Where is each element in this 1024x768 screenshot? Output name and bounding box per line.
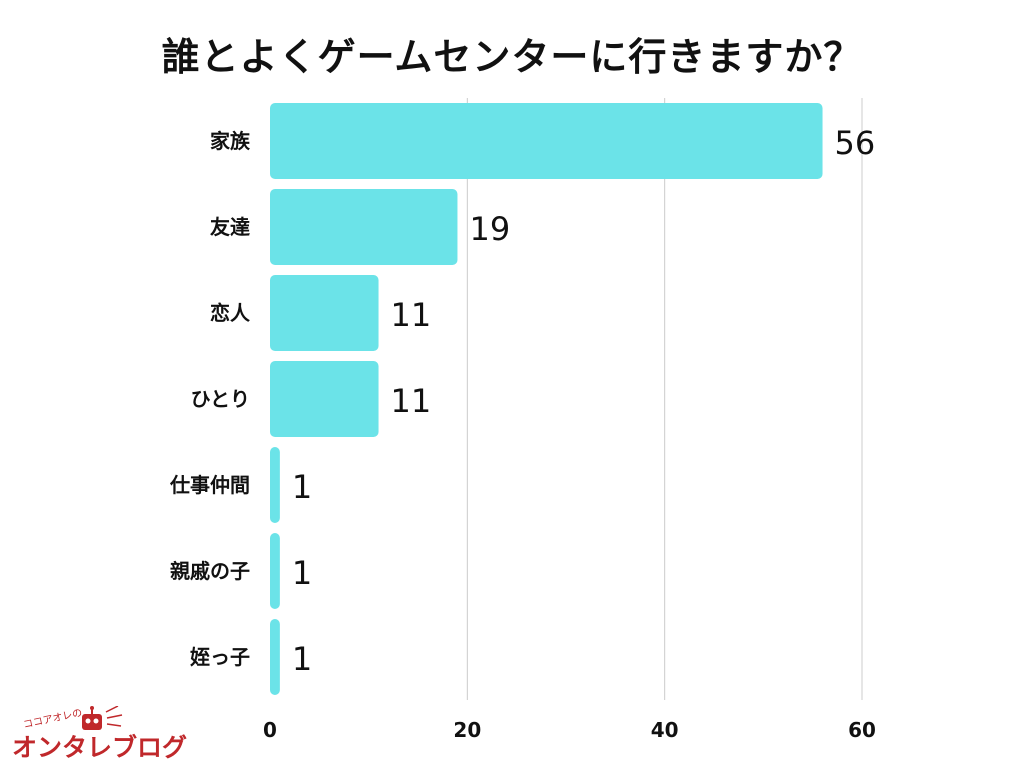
chart-title: 誰とよくゲームセンターに行きますか？ (161, 35, 863, 79)
value-label-5: 1 (292, 554, 312, 592)
logo-small-text: ココアオレの (22, 707, 83, 731)
category-label-4: 仕事仲間 (169, 473, 250, 497)
bar-4 (270, 447, 280, 523)
bar-0 (270, 103, 823, 179)
x-tick-label-40: 40 (651, 718, 679, 742)
value-label-3: 11 (391, 382, 432, 420)
onkare-blog-logo: ココアオレの オンタレブログ (12, 706, 187, 762)
logo-robot-icon (82, 706, 123, 730)
bar-2 (270, 275, 379, 351)
bar-1 (270, 189, 458, 265)
category-label-0: 家族 (210, 129, 251, 153)
value-label-4: 1 (292, 468, 312, 506)
value-label-2: 11 (391, 296, 432, 334)
value-label-6: 1 (292, 640, 312, 678)
category-label-1: 友達 (210, 215, 250, 239)
value-label-0: 56 (835, 124, 876, 162)
category-label-3: ひとり (191, 387, 250, 411)
category-label-6: 姪っ子 (190, 645, 250, 669)
bar-6 (270, 619, 280, 695)
x-tick-label-20: 20 (453, 718, 481, 742)
logo-main-text: オンタレブログ (12, 733, 187, 762)
x-tick-label-0: 0 (263, 718, 277, 742)
category-label-2: 恋人 (210, 301, 251, 325)
value-label-1: 19 (469, 210, 510, 248)
category-label-5: 親戚の子 (170, 559, 250, 583)
x-tick-label-60: 60 (848, 718, 876, 742)
bar-3 (270, 361, 379, 437)
bar-5 (270, 533, 280, 609)
